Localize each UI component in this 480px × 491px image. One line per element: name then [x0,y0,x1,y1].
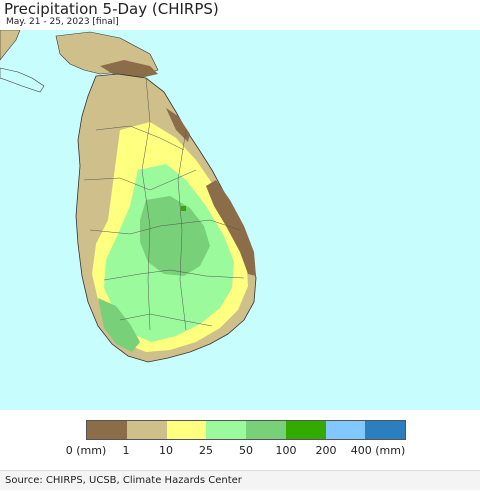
legend-label-25: 25 [199,444,213,457]
zone-0-1mm-east-coast [206,180,256,276]
legend-swatch-200 [325,421,366,439]
precipitation-map [0,30,480,410]
precipitation-legend [86,420,406,440]
legend-swatch-100 [285,421,326,439]
jaffna-dry-zone [100,60,158,78]
legend-swatch-0 [87,421,127,439]
legend-label-0: 0 (mm) [65,444,107,457]
legend-swatch-400 [365,421,405,439]
admin-boundaries [83,77,245,331]
legend-label-50: 50 [239,444,253,457]
legend-labels: 0 (mm) 1 10 25 50 100 200 400 (mm) [0,444,480,458]
legend-swatch-50 [246,421,286,439]
legend-swatch-10 [166,421,207,439]
date-range-subtitle: May. 21 - 25, 2023 [final] [6,17,119,27]
legend-swatch-1 [126,421,167,439]
legend-label-200: 200 [315,444,337,457]
source-attribution: Source: CHIRPS, UCSB, Climate Hazards Ce… [0,470,480,490]
zone-50-100mm-southwest [98,298,140,352]
zone-0-1mm-northeast [166,108,190,142]
legend-label-1: 1 [122,444,130,457]
legend-label-10: 10 [159,444,173,457]
zone-100-200mm-cell [181,206,186,211]
legend-label-400: 400 (mm) [350,444,406,457]
legend-label-100: 100 [275,444,297,457]
india-coast-fragment [0,67,45,93]
map-canvas [0,30,257,363]
page-title: Precipitation 5-Day (CHIRPS) [4,0,219,18]
zone-50-100mm [140,196,210,276]
legend-swatch-25 [206,421,246,439]
india-landmass [0,30,21,61]
